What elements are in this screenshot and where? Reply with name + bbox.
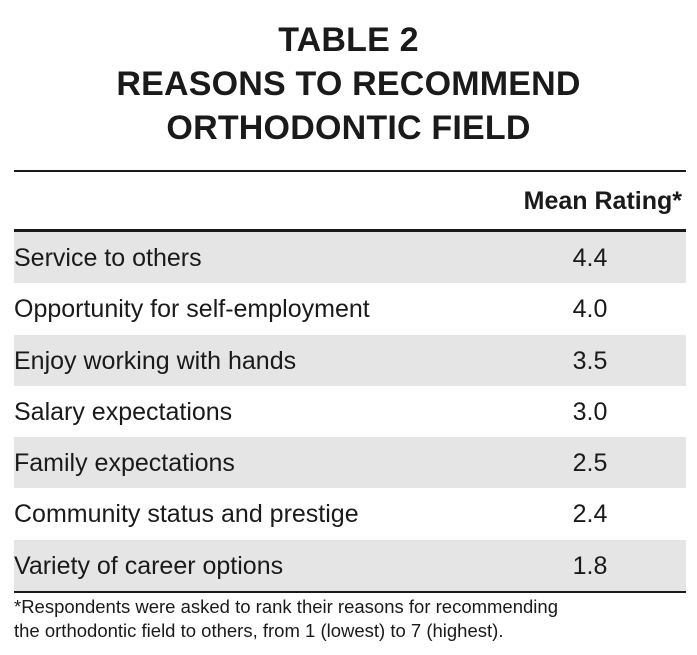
table-row: Family expectations 2.5 (14, 437, 686, 489)
rating-cell: 2.5 (572, 449, 608, 478)
footnote-line-2: the orthodontic field to others, from 1 … (14, 620, 504, 641)
reason-cell: Salary expectations (14, 397, 233, 426)
rating-cell: 2.4 (572, 500, 608, 529)
reason-cell: Service to others (14, 244, 202, 272)
reason-cell: Enjoy working with hands (14, 346, 297, 375)
title-line-1: REASONS TO RECOMMEND (116, 65, 581, 103)
table-number: TABLE 2 (278, 21, 419, 59)
reason-cell: Family expectations (14, 449, 235, 478)
title-line-2: ORTHODONTIC FIELD (166, 109, 531, 147)
table-row: Variety of career options 1.8 (14, 539, 686, 592)
table-row: Service to others 4.4 (14, 232, 686, 284)
column-header-mean-rating: Mean Rating* (523, 187, 682, 215)
table-row: Enjoy working with hands 3.5 (14, 334, 686, 386)
rating-cell: 3.0 (572, 397, 608, 426)
footnote: *Respondents were asked to rank their re… (14, 595, 694, 643)
rating-cell: 4.0 (572, 295, 608, 324)
reason-cell: Opportunity for self-employment (14, 295, 370, 324)
rating-cell: 3.5 (572, 346, 608, 375)
table-row: Community status and prestige 2.4 (14, 488, 686, 539)
table-title: TABLE 2 REASONS TO RECOMMEND ORTHODONTIC… (0, 18, 697, 150)
reason-cell: Variety of career options (14, 551, 284, 580)
bottom-rule (14, 591, 686, 594)
top-rule (14, 170, 686, 172)
header-row: Mean Rating* (14, 172, 686, 232)
rating-cell: 1.8 (572, 551, 608, 580)
table-body: Service to others 4.4 Opportunity for se… (14, 232, 686, 592)
data-table: Mean Rating* Service to others 4.4 Oppor… (14, 170, 686, 594)
table-row: Salary expectations 3.0 (14, 386, 686, 437)
footnote-line-1: *Respondents were asked to rank their re… (14, 596, 558, 617)
table-row: Opportunity for self-employment 4.0 (14, 283, 686, 334)
reason-cell: Community status and prestige (14, 500, 359, 529)
rating-cell: 4.4 (572, 244, 608, 272)
